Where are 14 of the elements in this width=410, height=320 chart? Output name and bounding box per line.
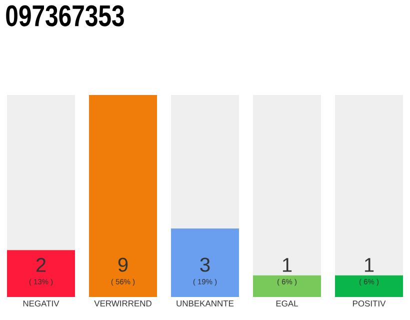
annotation: 3 <box>200 258 210 272</box>
bar <box>335 275 404 297</box>
x-tick-label: UNBEKANNTE <box>176 300 234 306</box>
annotation: 1 <box>364 258 374 272</box>
bar <box>7 250 75 297</box>
chart-title: 097367353 <box>6 5 124 26</box>
annotation: 9 <box>118 258 128 272</box>
x-tick-label: EGAL <box>276 300 298 307</box>
annotation: 1 <box>282 258 292 272</box>
x-tick-label: NEGATIV <box>23 300 60 307</box>
bar <box>253 275 322 297</box>
x-tick-label: POSITIV <box>352 300 386 307</box>
x-tick-label: VERWIRREND <box>94 300 152 306</box>
annotation: 2 <box>36 258 46 272</box>
